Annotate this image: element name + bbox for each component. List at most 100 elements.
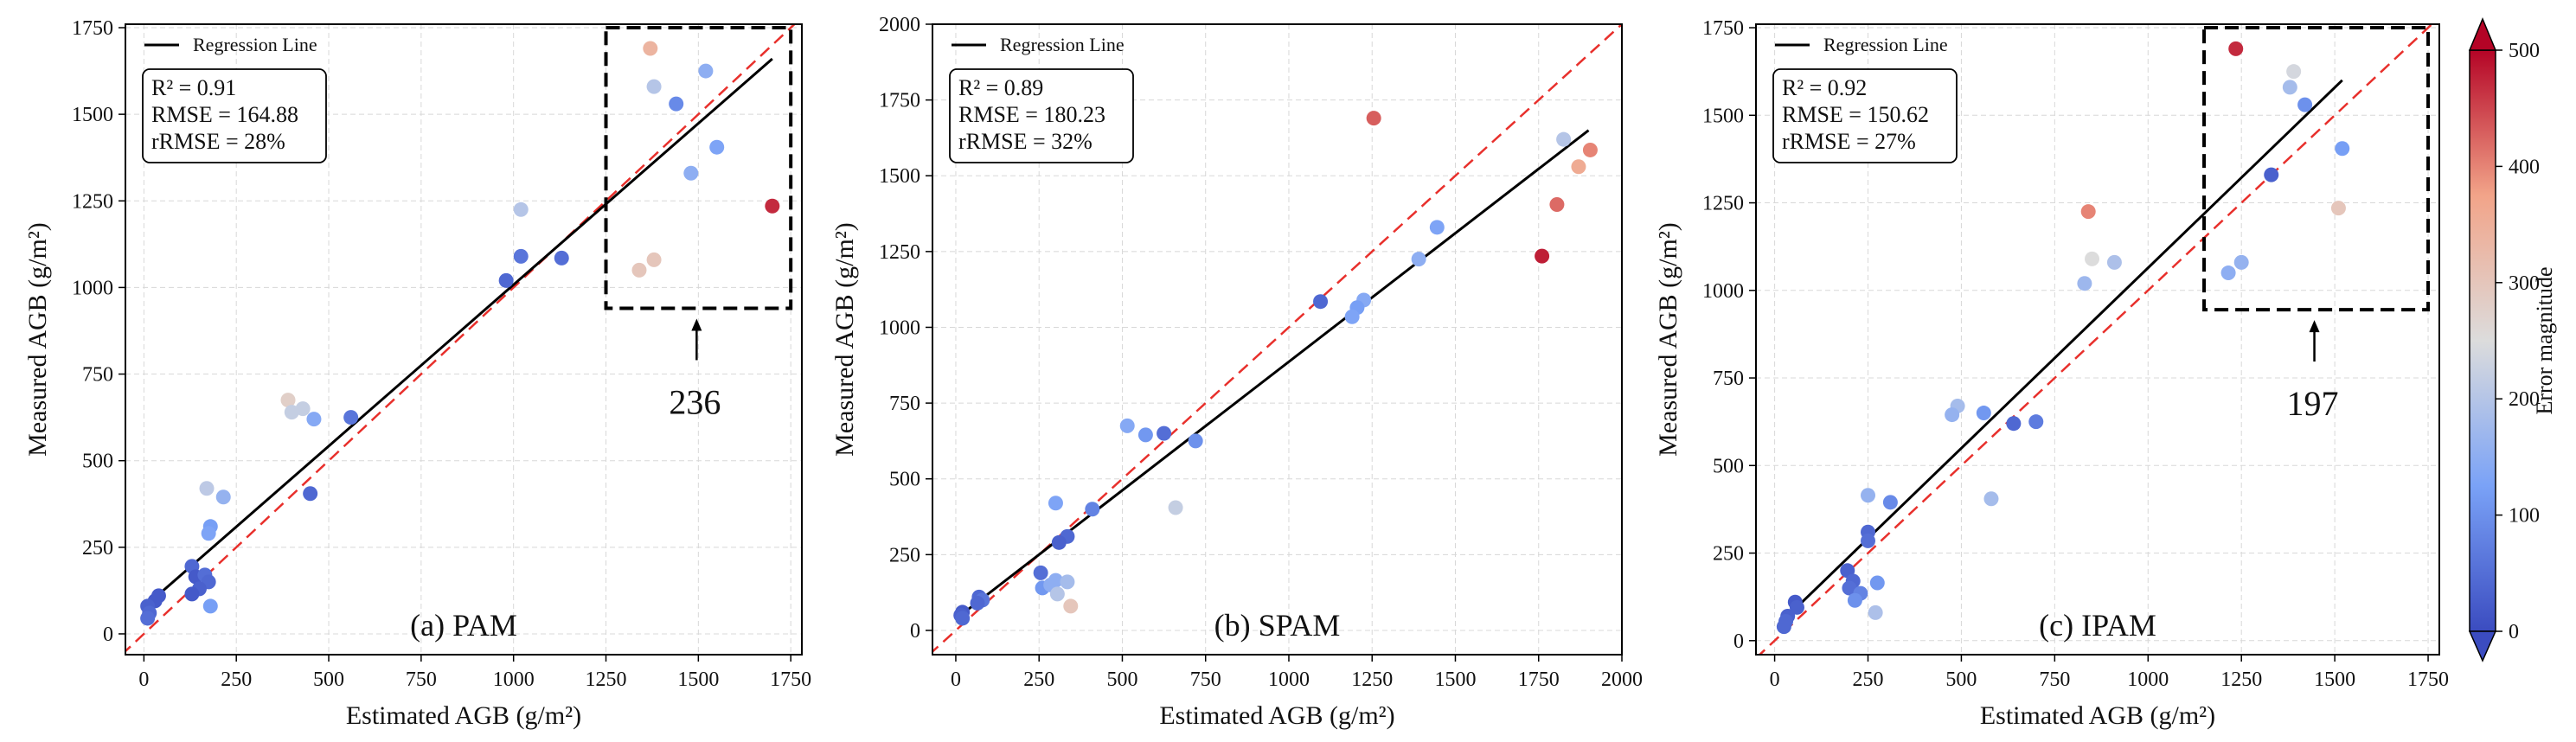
scatter-point <box>2220 265 2236 281</box>
y-tick-label: 250 <box>889 544 920 566</box>
x-tick-label: 1000 <box>1268 668 1310 691</box>
scatter-point <box>669 96 684 112</box>
x-tick-label: 2000 <box>1601 668 1643 691</box>
scatter-point <box>1868 604 1883 620</box>
scatter-point <box>1033 565 1048 580</box>
x-tick-label: 0 <box>951 668 961 691</box>
scatter-point <box>1847 592 1862 608</box>
scatter-point <box>1119 418 1135 433</box>
scatter-point <box>1882 495 1898 510</box>
highlight-box <box>2202 26 2431 312</box>
x-tick-label: 1500 <box>677 668 719 691</box>
scatter-point <box>1048 496 1063 511</box>
scatter-point <box>1188 433 1203 449</box>
x-axis-label: Estimated AGB (g/m²) <box>346 701 581 730</box>
colorbar-tick-label: 500 <box>2509 40 2540 62</box>
scatter-point <box>1313 294 1329 310</box>
y-tick-label: 0 <box>910 620 920 643</box>
x-axis-label: Estimated AGB (g/m²) <box>1159 701 1394 730</box>
scatter-point <box>1556 131 1572 147</box>
legend-label: Regression Line <box>1000 34 1125 55</box>
y-tick-label: 1750 <box>72 17 113 40</box>
scatter-point <box>498 272 514 288</box>
scatter-point <box>1842 580 1857 596</box>
scatter-point <box>140 611 156 626</box>
scatter-point <box>2077 276 2092 291</box>
y-tick-label: 1250 <box>879 241 920 264</box>
scatter-point <box>2228 41 2244 56</box>
x-tick-label: 1750 <box>1518 668 1560 691</box>
stats-line: R² = 0.89 <box>958 75 1043 100</box>
colorbar-tick-label: 400 <box>2509 156 2540 178</box>
scatter-point <box>1776 619 1791 635</box>
x-tick-label: 500 <box>1106 668 1137 691</box>
x-tick-label: 1000 <box>493 668 535 691</box>
scatter-point <box>2286 64 2302 80</box>
stats-box <box>1772 68 1958 163</box>
y-tick-label: 750 <box>889 393 920 415</box>
x-tick-label: 1250 <box>586 668 627 691</box>
scatter-point <box>1344 309 1360 324</box>
scatter-point <box>1549 197 1565 213</box>
y-tick-label: 1000 <box>879 317 920 339</box>
scatter-point <box>2233 254 2249 270</box>
scatter-point <box>202 598 218 614</box>
colorbar-top-extension <box>2468 17 2497 51</box>
y-tick-label: 1250 <box>72 190 113 213</box>
y-tick-label: 500 <box>1713 455 1744 477</box>
y-tick-label: 1500 <box>1702 105 1744 127</box>
legend-label: Regression Line <box>1823 34 1948 55</box>
x-tick-label: 500 <box>313 668 344 691</box>
x-tick-label: 250 <box>1023 668 1054 691</box>
scatter-point <box>2282 80 2297 95</box>
scatter-point <box>683 165 699 181</box>
scatter-point <box>1051 534 1067 550</box>
stats-line: rRMSE = 32% <box>958 129 1093 154</box>
panel-2: 197 0 250 500 750 1000 1250 1500 1750 0 250 500 750 1… <box>1654 17 2449 730</box>
x-tick-label: 1750 <box>770 668 811 691</box>
colorbar-tick-label: 300 <box>2509 272 2540 295</box>
y-tick-label: 2000 <box>879 14 920 36</box>
stats-line: rRMSE = 28% <box>151 129 285 154</box>
y-axis-label: Measured AGB (g/m²) <box>1654 222 1682 457</box>
scatter-point <box>295 401 311 417</box>
panel-0: 236 0 250 500 750 1000 1250 1500 1750 0 250 500 750 1… <box>23 17 811 730</box>
regression-line <box>150 57 773 603</box>
scatter-point <box>1945 407 1960 423</box>
panel-caption: (a) PAM <box>410 608 517 643</box>
colorbar-tick-label: 200 <box>2509 388 2540 411</box>
scatter-point <box>970 595 985 611</box>
x-axis-label: Estimated AGB (g/m²) <box>1980 701 2215 730</box>
y-tick-label: 500 <box>889 469 920 491</box>
y-tick-label: 1750 <box>1702 17 1744 40</box>
y-axis-label: Measured AGB (g/m²) <box>23 222 52 457</box>
scatter-point <box>1137 427 1153 443</box>
x-tick-label: 750 <box>406 668 437 691</box>
scatter-point <box>646 79 662 94</box>
scatter-point <box>201 526 216 541</box>
highlight-label: 236 <box>669 382 721 421</box>
scatter-point <box>765 198 780 214</box>
scatter-point <box>1571 159 1586 175</box>
scatter-point <box>1049 586 1065 602</box>
scatter-point <box>1168 500 1183 515</box>
x-tick-label: 500 <box>1945 668 1977 691</box>
highlight-box <box>604 26 793 310</box>
y-axis-label: Measured AGB (g/m²) <box>830 222 859 457</box>
colorbar: 0 100 200 300 400 500 Error magnitude <box>2468 17 2557 662</box>
scatter-point <box>955 611 971 626</box>
x-tick-label: 1250 <box>1351 668 1393 691</box>
stats-line: R² = 0.92 <box>1782 75 1867 100</box>
axes-frame <box>1755 23 2440 656</box>
scatter-point <box>1976 406 1991 421</box>
scatter-point <box>284 405 299 420</box>
y-tick-label: 250 <box>82 537 113 560</box>
stats-line: RMSE = 164.88 <box>151 102 298 127</box>
scatter-point <box>280 393 296 408</box>
scatter-point <box>2264 167 2279 182</box>
stats-line: R² = 0.91 <box>151 75 236 100</box>
colorbar-gradient <box>2469 49 2496 632</box>
y-tick-label: 1500 <box>72 104 113 126</box>
scatter-point <box>1366 111 1381 126</box>
